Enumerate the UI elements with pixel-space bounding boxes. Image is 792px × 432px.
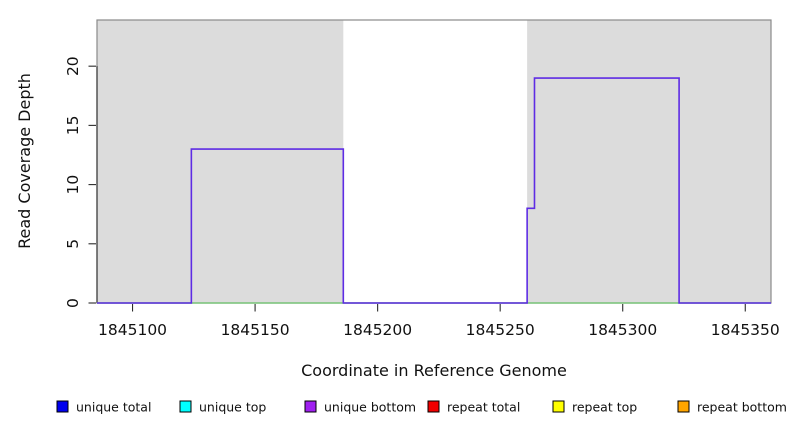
- x-tick-label: 1845150: [221, 321, 290, 339]
- legend-item: repeat top: [552, 400, 637, 415]
- legend: unique total unique top unique bottom repea…: [56, 400, 787, 415]
- legend-label: unique total: [76, 400, 151, 415]
- x-tick-label: 1845100: [98, 321, 167, 339]
- y-tick-label: 0: [64, 298, 82, 308]
- legend-swatch-repeat-top: [552, 400, 565, 413]
- y-tick-label: 15: [64, 116, 82, 136]
- legend-label: repeat bottom: [697, 400, 787, 415]
- x-tick-label: 1845250: [466, 321, 535, 339]
- y-tick-label: 10: [64, 175, 82, 195]
- x-axis: 1845100 1845150 1845200 1845250 1845300 18453…: [98, 302, 780, 339]
- y-axis: 0 5 10 15 20: [64, 56, 98, 308]
- y-tick-label: 5: [64, 239, 82, 249]
- shaded-region: [527, 20, 771, 303]
- y-tick-label: 20: [64, 56, 82, 76]
- legend-item: unique total: [56, 400, 151, 415]
- legend-label: repeat total: [447, 400, 520, 415]
- series-lines: [97, 77, 771, 304]
- legend-label: repeat top: [572, 400, 637, 415]
- y-axis-title: Read Coverage Depth: [15, 73, 34, 249]
- legend-label: unique top: [199, 400, 266, 415]
- shaded-regions: [97, 20, 771, 303]
- x-axis-title: Coordinate in Reference Genome: [301, 361, 567, 380]
- legend-swatch-unique-total: [56, 400, 69, 413]
- legend-item: repeat total: [427, 400, 520, 415]
- legend-item: repeat bottom: [677, 400, 787, 415]
- legend-label: unique bottom: [324, 400, 416, 415]
- legend-item: unique bottom: [304, 400, 416, 415]
- series-line-unique-bottom-coverage: [97, 77, 771, 304]
- legend-swatch-unique-bottom: [304, 400, 317, 413]
- x-tick-label: 1845300: [588, 321, 657, 339]
- legend-swatch-repeat-bottom: [677, 400, 690, 413]
- legend-item: unique top: [179, 400, 266, 415]
- shaded-region: [97, 20, 344, 303]
- legend-swatch-repeat-total: [427, 400, 440, 413]
- x-tick-label: 1845200: [343, 321, 412, 339]
- legend-swatch-unique-top: [179, 400, 192, 413]
- x-tick-label: 1845350: [711, 321, 780, 339]
